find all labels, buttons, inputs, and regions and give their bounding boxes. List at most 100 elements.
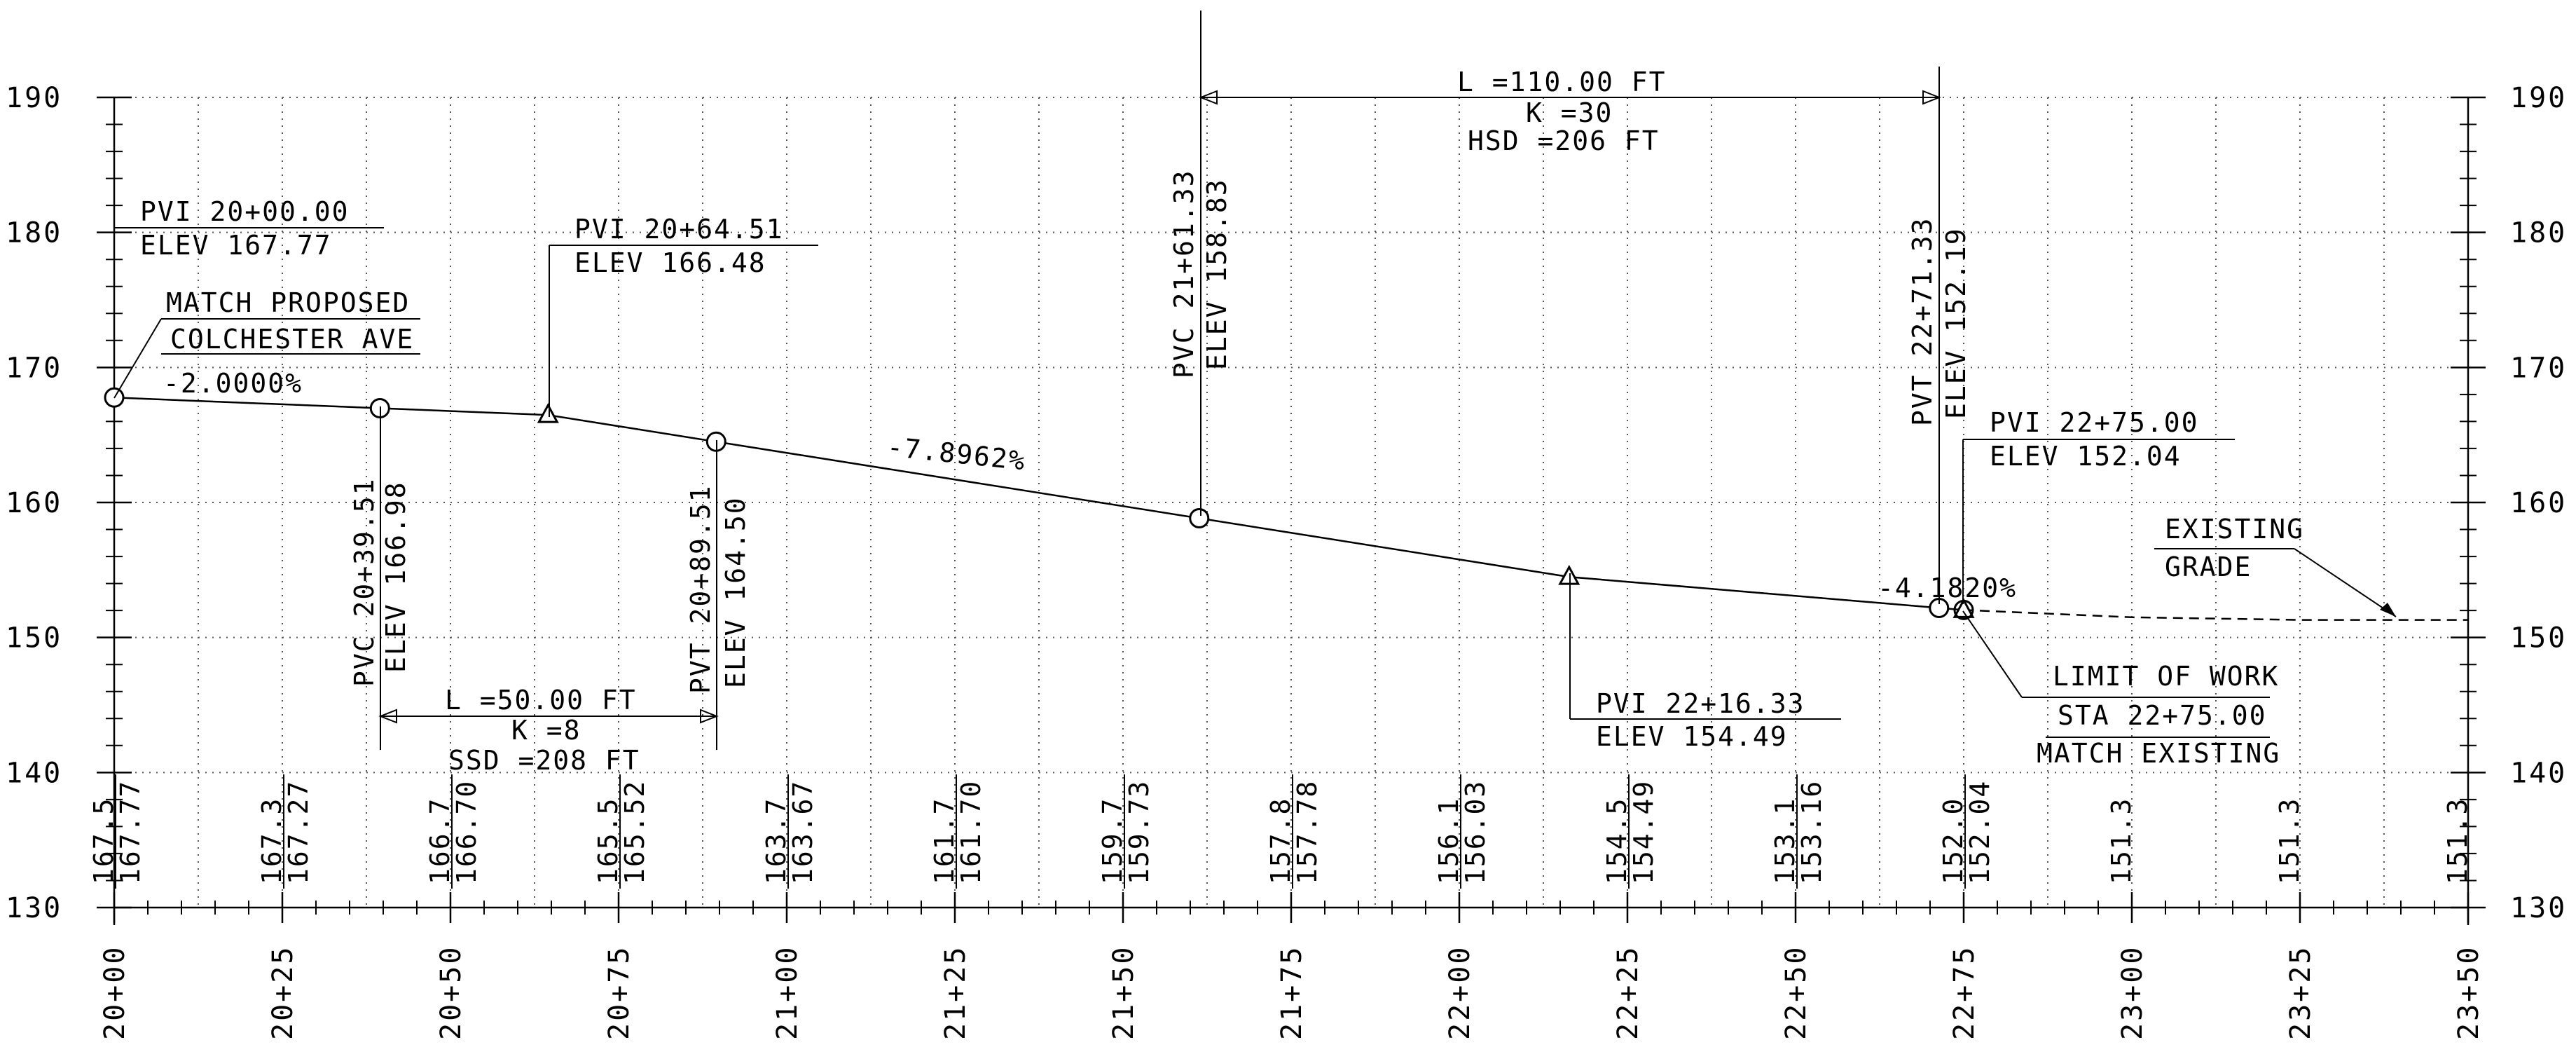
vc1-length: L =50.00 FT	[445, 685, 637, 716]
proposed-elevation-label: 156.03	[1460, 780, 1491, 884]
x-tick-label: 22+50	[1780, 945, 1812, 1040]
pvt2-elevation: ELEV 152.19	[1941, 227, 1971, 419]
proposed-elevation-label: 154.49	[1628, 780, 1659, 884]
x-tick-label: 21+75	[1276, 945, 1308, 1040]
vc2-hsd: HSD =206 FT	[1468, 125, 1660, 156]
existing-elevation-label: 161.7	[929, 798, 960, 884]
y-tick-label-right: 140	[2510, 757, 2567, 789]
proposed-elevation-label: 166.70	[451, 780, 482, 884]
pvi4-elevation: ELEV 152.04	[1990, 441, 2182, 472]
x-tick-label: 22+75	[1948, 945, 1981, 1040]
pvi1-station: PVI 20+00.00	[140, 196, 350, 227]
existing-elevation-label: 151.3	[2274, 798, 2305, 884]
proposed-elevation-label: 159.73	[1124, 780, 1155, 884]
existing-elevation-label: 154.5	[1602, 798, 1632, 884]
pvc1-elevation: ELEV 166.98	[380, 481, 411, 673]
x-tick-label: 21+50	[1108, 945, 1140, 1040]
x-tick-label: 23+25	[2285, 945, 2317, 1040]
proposed-elevation-label: 163.67	[787, 780, 818, 884]
proposed-elevation-label: 153.16	[1796, 780, 1827, 884]
pvt1-station: PVT 20+89.51	[685, 484, 716, 694]
proposed-elevation-label: 167.77	[115, 780, 146, 884]
y-tick-label-left: 190	[6, 82, 62, 114]
profile-layer	[104, 387, 2468, 621]
y-tick-label-left: 150	[6, 622, 62, 655]
y-tick-label-right: 170	[2510, 352, 2567, 384]
proposed-elevation-label: 157.78	[1292, 780, 1323, 884]
existing-elevation-label: 159.7	[1097, 798, 1128, 884]
leader-lines	[113, 11, 2397, 750]
y-tick-label-right: 150	[2510, 622, 2567, 655]
pvi-marker	[1558, 565, 1580, 585]
vc2-k: K =30	[1526, 97, 1613, 128]
match-proposed-line2: COLCHESTER AVE	[170, 324, 414, 355]
pvi3-station: PVI 22+16.33	[1596, 688, 1805, 719]
y-tick-label-right: 130	[2510, 892, 2567, 924]
vc1-k: K =8	[511, 715, 581, 746]
x-tick-label: 20+00	[99, 945, 131, 1040]
x-tick-label: 20+50	[435, 945, 467, 1040]
curve-point-marker	[1189, 508, 1210, 529]
grade-3: -4.1820%	[1878, 573, 2017, 603]
tangent-line	[113, 397, 549, 416]
pvc2-elevation: ELEV 158.83	[1201, 178, 1232, 370]
existing-elevation-label: 153.1	[1770, 798, 1800, 884]
x-tick-label: 23+00	[2116, 945, 2149, 1040]
x-tick-label: 23+50	[2453, 945, 2485, 1040]
proposed-elevation-label: 152.04	[1964, 780, 1995, 884]
existing-elevation-label: 167.3	[256, 798, 287, 884]
y-tick-label-left: 130	[6, 892, 62, 924]
pvc2-station: PVC 21+61.33	[1169, 169, 1199, 378]
vc2-length: L =110.00 FT	[1457, 67, 1667, 97]
proposed-elevation-label: 167.27	[283, 780, 314, 884]
pvi4-station: PVI 22+75.00	[1990, 407, 2199, 438]
x-tick-label: 21+25	[939, 945, 972, 1040]
vc1-ssd: SSD =208 FT	[448, 745, 640, 776]
y-tick-label-right: 160	[2510, 487, 2567, 519]
y-tick-label-right: 190	[2510, 82, 2567, 114]
proposed-elevation-label: 161.70	[956, 780, 986, 884]
y-tick-label-left: 160	[6, 487, 62, 519]
existing-grade-line	[1963, 609, 2468, 621]
existing-elevation-label: 163.7	[761, 798, 792, 884]
existing-elevation-label: 151.3	[2106, 798, 2137, 884]
limit-of-work-line3: MATCH EXISTING	[2037, 738, 2280, 769]
x-tick-label: 20+75	[603, 945, 635, 1040]
y-tick-label-right: 180	[2510, 217, 2567, 249]
pvi3-elevation: ELEV 154.49	[1596, 721, 1788, 752]
grid-layer	[113, 97, 2469, 908]
existing-elevation-label: 156.1	[1433, 798, 1464, 884]
x-tick-label: 22+25	[1612, 945, 1644, 1040]
grade-2: -7.8962%	[886, 431, 1028, 477]
existing-elevation-label: 152.0	[1938, 798, 1969, 884]
x-tick-label: 21+00	[771, 945, 804, 1040]
pvc1-station: PVC 20+39.51	[349, 477, 380, 687]
pvt2-station: PVT 22+71.33	[1907, 217, 1938, 426]
limit-of-work-line2: STA 22+75.00	[2058, 700, 2267, 731]
tangent-line	[1569, 576, 1964, 611]
existing-elevation-label: 157.8	[1265, 798, 1296, 884]
y-tick-label-left: 180	[6, 217, 62, 249]
existing-elevation-label: 167.5	[88, 798, 119, 884]
annotations: PVI 20+00.00 ELEV 167.77 MATCH PROPOSED …	[140, 67, 2304, 776]
pvt1-elevation: ELEV 164.50	[720, 496, 751, 688]
existing-elevation-label: 165.5	[593, 798, 624, 884]
existing-elevation-label: 166.7	[425, 798, 455, 884]
grade-1: -2.0000%	[163, 368, 303, 399]
y-tick-label-left: 170	[6, 352, 62, 384]
existing-grade-line1: EXISTING	[2165, 514, 2304, 545]
pvi1-elevation: ELEV 167.77	[140, 230, 332, 261]
pvi2-station: PVI 20+64.51	[574, 214, 784, 245]
y-tick-label-left: 140	[6, 757, 62, 789]
axis-layer: 130 130 140 140 150 150 160 160 170 170 180 180 190 1…	[6, 82, 2567, 1040]
existing-grade-line2: GRADE	[2165, 552, 2252, 582]
limit-of-work-line1: LIMIT OF WORK	[2053, 661, 2279, 692]
x-tick-label: 22+00	[1444, 945, 1476, 1040]
proposed-elevation-label: 165.52	[619, 780, 650, 884]
pvi-marker	[537, 403, 559, 423]
x-tick-label: 20+25	[267, 945, 299, 1040]
pvi-marker	[1952, 598, 1975, 618]
existing-elevation-label: 151.3	[2442, 798, 2473, 884]
